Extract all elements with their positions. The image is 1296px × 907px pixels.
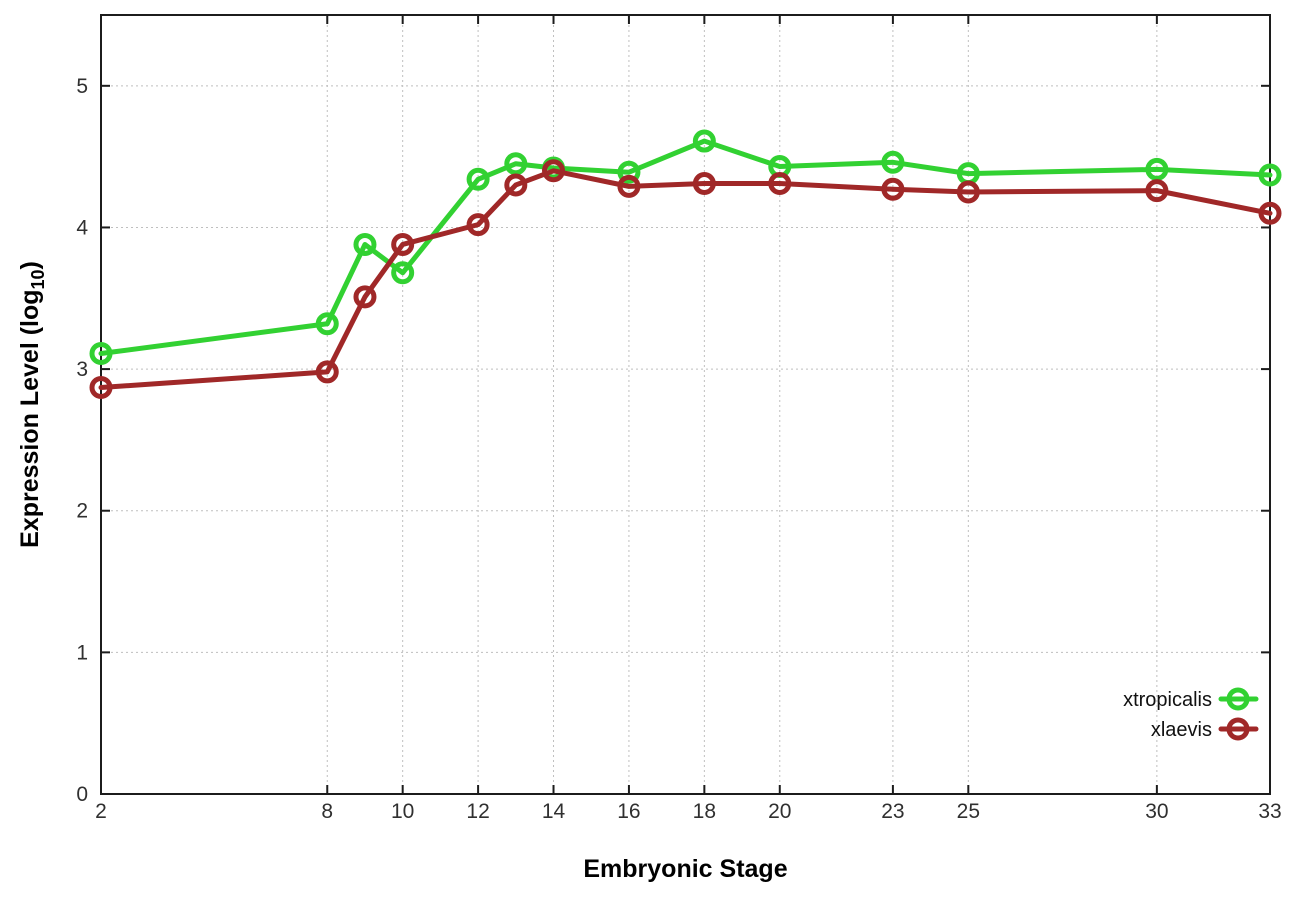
x-tick-label: 14 bbox=[542, 800, 566, 823]
data-point-xtropicalis bbox=[466, 167, 490, 191]
y-tick-label: 5 bbox=[76, 75, 88, 98]
data-point-xtropicalis bbox=[692, 129, 716, 153]
data-point-xtropicalis bbox=[617, 160, 641, 184]
data-point-xtropicalis bbox=[504, 152, 528, 176]
data-point-xlaevis bbox=[692, 172, 716, 196]
data-point-xlaevis bbox=[1258, 201, 1282, 225]
data-point-xlaevis bbox=[89, 376, 113, 400]
grid-layer bbox=[100, 15, 1271, 794]
data-point-xtropicalis bbox=[315, 312, 339, 336]
x-tick-label: 30 bbox=[1145, 800, 1168, 823]
legend-label-xlaevis: xlaevis bbox=[1151, 719, 1212, 741]
legend-label-xtropicalis: xtropicalis bbox=[1123, 689, 1212, 711]
y-tick-label: 1 bbox=[76, 641, 88, 664]
plot-frame bbox=[100, 14, 1271, 795]
data-point-xlaevis bbox=[768, 172, 792, 196]
x-tick-label: 8 bbox=[321, 800, 333, 823]
data-point-xlaevis bbox=[353, 285, 377, 309]
data-point-xlaevis bbox=[881, 177, 905, 201]
data-point-xtropicalis bbox=[881, 150, 905, 174]
data-point-xtropicalis bbox=[89, 342, 113, 366]
y-tick-label: 2 bbox=[76, 500, 88, 523]
x-tick-label: 23 bbox=[881, 800, 904, 823]
data-point-xlaevis bbox=[315, 360, 339, 384]
data-point-xtropicalis bbox=[353, 232, 377, 256]
plot-border bbox=[100, 14, 1271, 795]
x-tick-label: 2 bbox=[95, 800, 107, 823]
x-tick-label: 33 bbox=[1258, 800, 1281, 823]
data-point-xlaevis bbox=[504, 173, 528, 197]
legend-sample-marker-xlaevis bbox=[1226, 717, 1250, 741]
data-point-xlaevis bbox=[391, 232, 415, 256]
series-layer bbox=[89, 129, 1282, 400]
x-axis-title: Embryonic Stage bbox=[583, 855, 787, 883]
y-tick-label: 0 bbox=[76, 783, 88, 806]
series-line-xtropicalis bbox=[98, 138, 1273, 357]
x-tick-label: 25 bbox=[957, 800, 980, 823]
data-point-xtropicalis bbox=[391, 261, 415, 285]
y-tick-label: 4 bbox=[76, 216, 88, 239]
data-point-xlaevis bbox=[1145, 179, 1169, 203]
data-point-xtropicalis bbox=[1258, 163, 1282, 187]
x-tick-label: 10 bbox=[391, 800, 414, 823]
data-point-xtropicalis bbox=[1145, 157, 1169, 181]
legend-sample-marker-xtropicalis bbox=[1226, 687, 1250, 711]
data-point-xlaevis bbox=[466, 213, 490, 237]
series-line-xlaevis bbox=[98, 168, 1273, 391]
x-tick-label: 16 bbox=[617, 800, 640, 823]
data-point-xlaevis bbox=[617, 174, 641, 198]
x-tick-label: 18 bbox=[693, 800, 716, 823]
data-point-xlaevis bbox=[542, 159, 566, 183]
legend: xtropicalis xlaevis bbox=[1123, 687, 1259, 741]
x-tick-label: 12 bbox=[466, 800, 489, 823]
data-point-xlaevis bbox=[956, 180, 980, 204]
y-axis-title: Expression Level (log10) bbox=[16, 261, 48, 548]
x-tick-label: 20 bbox=[768, 800, 791, 823]
y-tick-label: 3 bbox=[76, 358, 88, 381]
